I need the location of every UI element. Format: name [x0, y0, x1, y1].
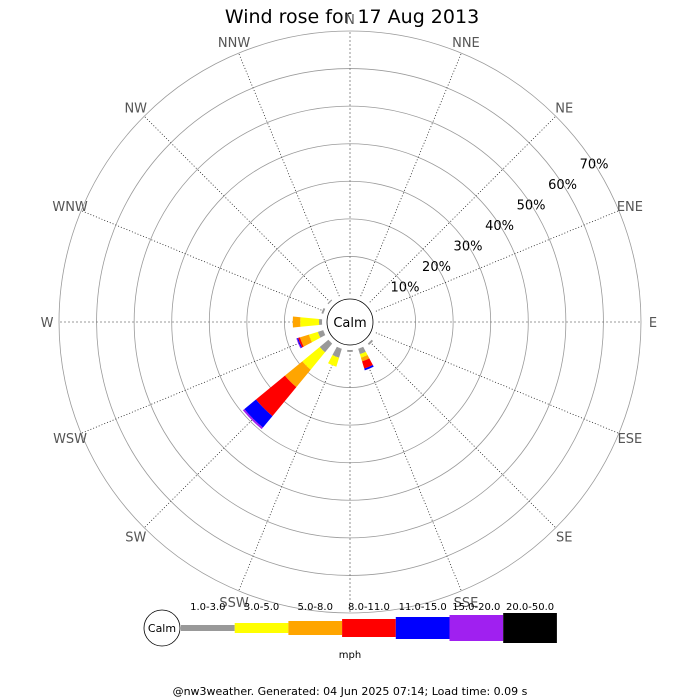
spoke-nne — [360, 52, 462, 297]
legend-label-20.0-50.0: 20.0-50.0 — [506, 602, 554, 613]
ring-70 — [58, 30, 642, 614]
bar-wsw-11.0-15.0 — [296, 337, 303, 349]
bar-wsw-15.0-20.0 — [296, 338, 302, 349]
bar-se-1.0-3.0 — [367, 339, 374, 346]
bar-wsw-1.0-3.0 — [317, 330, 326, 338]
labels-layer: NNNENEENEEESESESSESSSWSWWSWWWNWNWNNW10%2… — [41, 13, 658, 634]
legend-label-15.0-20.0: 15.0-20.0 — [452, 602, 500, 613]
chart-title: Wind rose for 17 Aug 2013 — [225, 6, 479, 28]
ring-50 — [133, 105, 567, 539]
legend-calm-circle — [143, 609, 181, 647]
spoke-sw — [143, 341, 331, 529]
ring-tick-label: 50% — [517, 198, 546, 213]
direction-label-ssw: SSW — [219, 596, 249, 611]
direction-label-nne: NNE — [452, 36, 480, 51]
spoke-wsw — [80, 332, 325, 434]
spoke-nw — [143, 115, 331, 303]
bar-sw-11.0-15.0 — [244, 399, 273, 428]
bar-ssw-3.0-5.0 — [328, 355, 340, 367]
legend-label-8.0-11.0: 8.0-11.0 — [348, 602, 390, 613]
legend-swatch-8.0-11.0 — [342, 619, 396, 637]
bar-wsw-8.0-11.0 — [298, 337, 304, 348]
ring-20 — [246, 218, 454, 426]
bar-sse-11.0-15.0 — [364, 364, 374, 371]
legend-label-1.0-3.0: 1.0-3.0 — [190, 602, 225, 613]
ring-tick-label: 60% — [548, 178, 577, 193]
calm-circle: Calm — [326, 298, 374, 346]
direction-label-w: W — [41, 316, 54, 331]
spoke-ne — [369, 115, 557, 303]
direction-label-se: SE — [556, 530, 572, 545]
ring-tick-label: 40% — [485, 219, 514, 234]
direction-label-ne: NE — [555, 102, 573, 117]
legend-label-5.0-8.0: 5.0-8.0 — [298, 602, 333, 613]
bar-sse-1.0-3.0 — [358, 346, 366, 355]
ring-tick-label: 30% — [454, 239, 483, 254]
bar-sw-15.0-20.0 — [242, 409, 263, 430]
legend-unit: mph — [339, 650, 361, 661]
legend-label-3.0-5.0: 3.0-5.0 — [244, 602, 279, 613]
bar-ssw-1.0-3.0 — [332, 346, 342, 358]
legend-calm-label: Calm — [148, 622, 176, 635]
bar-s-1.0-3.0 — [347, 349, 353, 352]
bar-wsw-3.0-5.0 — [308, 331, 321, 343]
spoke-ene — [375, 210, 620, 312]
bar-w-3.0-5.0 — [300, 317, 320, 327]
direction-label-wsw: WSW — [53, 432, 87, 447]
grid-layer — [58, 30, 642, 614]
footer-text: @nw3weather. Generated: 04 Jun 2025 07:1… — [173, 685, 528, 698]
ring-tick-label: 70% — [580, 158, 609, 173]
direction-label-ene: ENE — [617, 200, 643, 215]
legend-swatch-3.0-5.0 — [234, 623, 289, 633]
spoke-wnw — [80, 210, 325, 312]
bar-sw-3.0-5.0 — [302, 346, 326, 370]
spoke-se — [369, 341, 557, 529]
direction-label-e: E — [649, 316, 657, 331]
bar-nw-1.0-3.0 — [327, 299, 333, 305]
direction-label-sse: SSE — [454, 596, 479, 611]
direction-label-ese: ESE — [618, 432, 643, 447]
spoke-nnw — [238, 52, 340, 297]
bar-wnw-1.0-3.0 — [321, 307, 326, 314]
bar-sw-5.0-8.0 — [284, 361, 311, 388]
bar-w-1.0-3.0 — [318, 319, 323, 325]
bars-layer — [242, 299, 374, 430]
legend-swatch-1.0-3.0 — [181, 625, 235, 631]
spoke-ssw — [238, 347, 340, 592]
bar-sw-8.0-11.0 — [255, 375, 297, 417]
legend: Calm 1.0-3.0 3.0-5.0 5.0-8.0 8.0-11.0 11.0-15… — [143, 602, 557, 661]
ring-tick-label: 10% — [391, 280, 420, 295]
direction-label-nnw: NNW — [218, 36, 250, 51]
bar-sse-5.0-8.0 — [360, 355, 370, 362]
legend-swatch-5.0-8.0 — [288, 621, 343, 635]
bar-w-5.0-8.0 — [292, 316, 301, 328]
bar-sw-1.0-3.0 — [319, 339, 333, 353]
direction-label-nw: NW — [124, 102, 147, 117]
legend-label-11.0-15.0: 11.0-15.0 — [399, 602, 447, 613]
legend-swatch-15.0-20.0 — [449, 615, 504, 641]
direction-label-sw: SW — [125, 530, 146, 545]
ring-40 — [171, 143, 529, 501]
bar-sse-8.0-11.0 — [362, 358, 373, 369]
direction-label-n: N — [345, 13, 355, 28]
legend-swatch-11.0-15.0 — [395, 617, 450, 639]
legend-swatch-20.0-50.0 — [503, 613, 557, 643]
bar-wsw-5.0-8.0 — [299, 334, 313, 347]
ring-tick-label: 20% — [422, 260, 451, 275]
direction-label-wnw: WNW — [52, 200, 88, 215]
spoke-ese — [375, 332, 620, 434]
spoke-sse — [360, 347, 462, 592]
calm-label: Calm — [333, 316, 366, 331]
bar-sse-3.0-5.0 — [359, 351, 368, 358]
